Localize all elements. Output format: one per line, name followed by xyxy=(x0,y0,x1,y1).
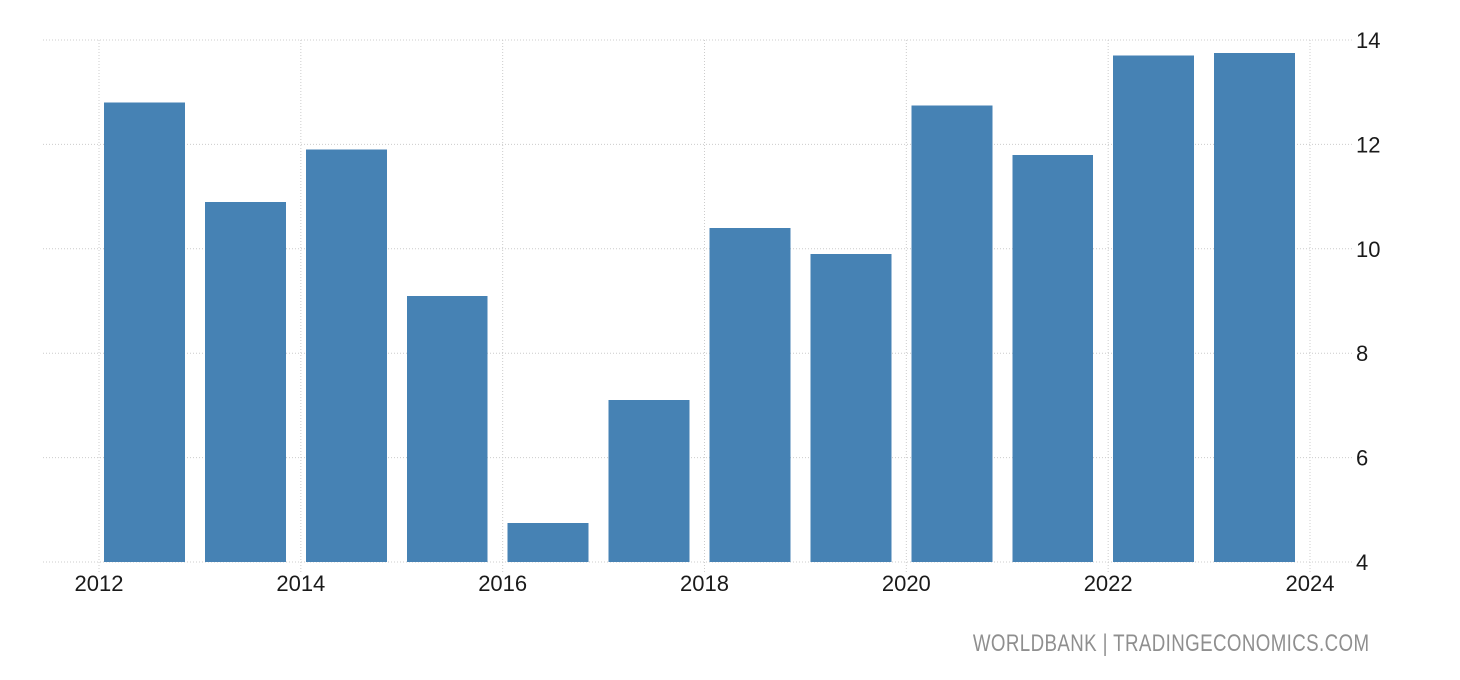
bar-2019[interactable] xyxy=(810,254,892,562)
x-axis-tick-label: 2018 xyxy=(680,571,729,596)
y-axis-tick-label: 10 xyxy=(1356,237,1380,262)
bar-2023[interactable] xyxy=(1214,53,1295,563)
y-axis-tick-label: 6 xyxy=(1356,446,1368,471)
bar-2020[interactable] xyxy=(911,105,993,562)
bar-2014[interactable] xyxy=(305,149,387,562)
bar-2012[interactable] xyxy=(104,102,185,562)
bar-2021[interactable] xyxy=(1012,154,1094,562)
y-axis-tick-label: 4 xyxy=(1356,550,1368,575)
bar-2015[interactable] xyxy=(406,295,488,562)
bar-2022[interactable] xyxy=(1113,55,1195,562)
x-axis-tick-label: 2024 xyxy=(1286,571,1335,596)
y-axis-tick-label: 12 xyxy=(1356,132,1380,157)
watermark: WORLDBANK | TRADINGECONOMICS.COM xyxy=(972,630,1369,657)
x-axis-tick-label: 2012 xyxy=(75,571,124,596)
x-axis-tick-label: 2022 xyxy=(1084,571,1133,596)
y-axis-tick-label: 14 xyxy=(1356,28,1380,53)
bar-2017[interactable] xyxy=(608,400,690,562)
bar-2013[interactable] xyxy=(204,201,286,562)
bar-2018[interactable] xyxy=(709,227,791,563)
x-axis-tick-label: 2016 xyxy=(478,571,527,596)
x-axis-tick-label: 2020 xyxy=(882,571,931,596)
bar-2016[interactable] xyxy=(507,522,589,562)
y-axis-tick-label: 8 xyxy=(1356,341,1368,366)
x-axis-tick-label: 2014 xyxy=(276,571,325,596)
